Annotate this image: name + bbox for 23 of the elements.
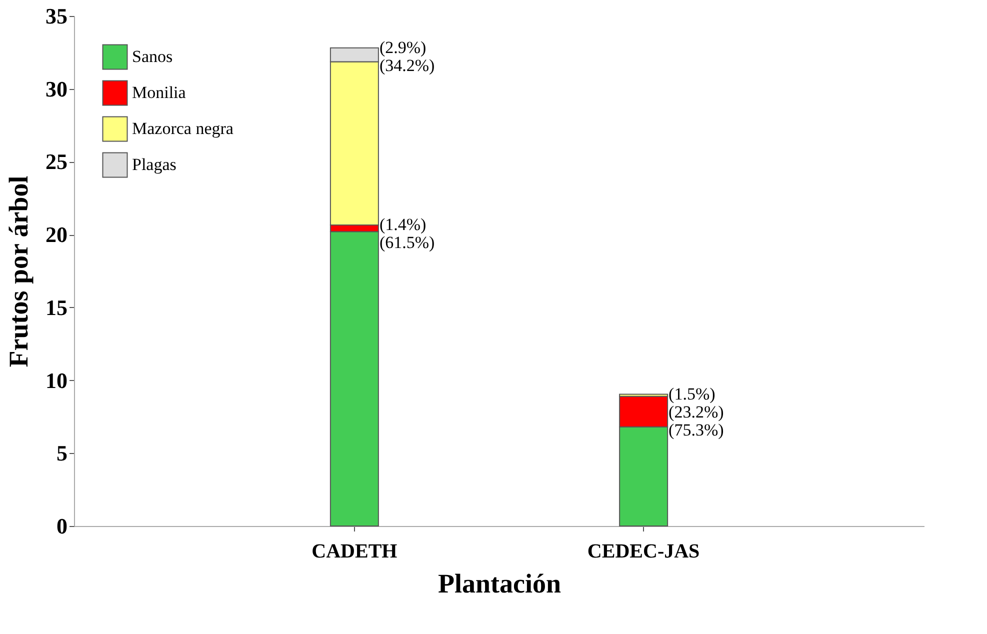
annotation: (75.3%) xyxy=(668,420,724,440)
annotation: (2.9%) xyxy=(379,38,426,57)
legend-label: Monilia xyxy=(132,83,186,102)
annotation: (1.5%) xyxy=(668,384,716,404)
x-axis-title: Plantación xyxy=(438,568,562,598)
legend-label: Sanos xyxy=(132,47,173,66)
y-tick-label: 5 xyxy=(56,440,68,466)
legend-label: Mazorca negra xyxy=(132,119,234,138)
y-tick-label: 25 xyxy=(46,149,68,174)
y-tick-label: 0 xyxy=(56,514,68,538)
annotation: (34.2%) xyxy=(379,56,435,75)
y-tick-label: 20 xyxy=(46,222,68,248)
annotation: (23.2%) xyxy=(668,402,724,422)
annotation: (61.5%) xyxy=(379,232,435,252)
x-tick-label: CEDEC-JAS xyxy=(587,540,700,562)
x-tick-label: CADETH xyxy=(312,540,398,562)
y-tick-label: 30 xyxy=(46,76,68,102)
y-axis-title: Frutos por árbol xyxy=(4,175,34,368)
y-tick-label: 10 xyxy=(46,368,68,393)
annotation: (1.4%) xyxy=(379,214,426,234)
y-tick-label: 35 xyxy=(46,4,68,28)
legend-label: Plagas xyxy=(132,155,176,174)
y-tick-label: 15 xyxy=(46,294,68,320)
